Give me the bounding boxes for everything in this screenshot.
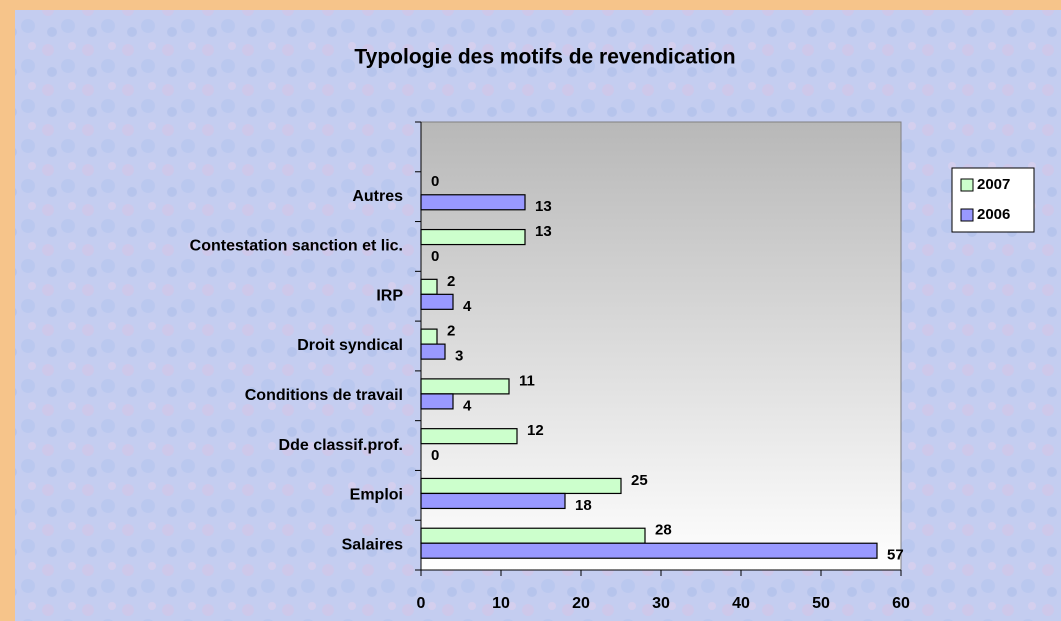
data-label: 13 [535,223,552,240]
bar [420,228,526,246]
bar [420,542,878,559]
bar [420,328,438,345]
data-label: 4 [463,397,472,414]
legend-label: 2007 [977,176,1010,193]
x-tick-label: 10 [492,595,510,612]
data-label: 4 [463,298,472,315]
bar [420,477,622,495]
x-tick-label: 0 [417,595,426,612]
x-tick-label: 60 [892,595,910,612]
bar [420,278,438,295]
bar [420,428,518,445]
bar [420,293,454,310]
bar [420,527,646,544]
chart-title: Typologie des motifs de revendication [354,46,735,69]
y-tick-label: Droit syndical [297,337,403,354]
data-label: 0 [431,173,439,190]
y-tick-label: IRP [376,287,403,304]
data-label: 13 [535,198,552,215]
x-tick-label: 40 [732,595,750,612]
bar [420,194,526,211]
bar [420,343,446,360]
y-tick-label: Salaires [342,536,403,553]
x-tick-label: 30 [652,595,670,612]
bar [420,378,510,395]
data-label: 2 [447,323,455,340]
x-tick-label: 50 [812,595,830,612]
y-tick-label: Contestation sanction et lic. [190,238,403,255]
legend-swatch [960,178,974,192]
data-label: 12 [527,422,544,439]
data-label: 28 [655,522,672,539]
y-tick-label: Autres [352,188,403,205]
y-tick-label: Dde classif.prof. [279,437,403,454]
data-label: 2 [447,273,455,290]
x-tick-label: 20 [572,595,590,612]
data-label: 57 [887,547,904,564]
bar [420,492,566,510]
data-label: 0 [431,447,439,464]
data-label: 25 [631,472,648,489]
legend-swatch [960,208,974,222]
data-label: 11 [519,372,535,389]
legend-label: 2006 [977,206,1010,223]
data-label: 3 [455,348,463,365]
y-tick-label: Conditions de travail [245,387,403,404]
data-label: 0 [431,248,439,265]
bar [420,393,454,410]
data-label: 18 [575,497,592,514]
y-tick-label: Emploi [350,487,403,504]
